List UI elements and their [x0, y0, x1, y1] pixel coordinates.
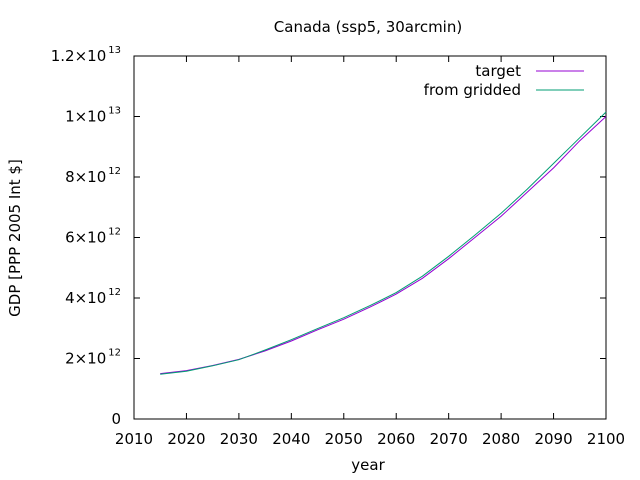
y-tick-mantissa: 1.2×10	[51, 47, 107, 65]
y-tick-mantissa: 2×10	[65, 350, 106, 368]
x-tick-label: 2090	[534, 430, 572, 448]
x-tick-label: 2100	[587, 430, 625, 448]
y-tick-label: 2×10 12	[65, 348, 121, 368]
y-tick-label: 6×10 12	[65, 227, 121, 247]
x-tick-label: 2020	[167, 430, 205, 448]
x-tick-label: 2060	[377, 430, 415, 448]
y-tick-exponent: 12	[108, 227, 121, 238]
series-line-target	[160, 116, 607, 375]
y-axis-label: GDP [PPP 2005 Int $]	[6, 159, 24, 317]
series-line-from-gridded	[160, 111, 607, 375]
y-tick-mantissa: 8×10	[65, 168, 106, 186]
legend-label: target	[475, 62, 521, 80]
y-tick-exponent: 13	[108, 106, 121, 117]
plot-frame	[133, 55, 607, 420]
x-tick-label: 2030	[220, 430, 258, 448]
plot-border	[133, 55, 607, 420]
y-tick-mantissa: 6×10	[65, 229, 106, 247]
y-tick-mantissa: 4×10	[65, 289, 106, 307]
legend-label: from gridded	[424, 81, 521, 99]
x-axis-label: year	[351, 456, 385, 474]
y-tick-exponent: 12	[108, 287, 121, 298]
x-tick-label: 2080	[482, 430, 520, 448]
y-tick-label: 0	[111, 410, 121, 428]
series-lines	[160, 111, 607, 375]
y-tick-exponent: 12	[108, 348, 121, 359]
chart-title: Canada (ssp5, 30arcmin)	[274, 18, 462, 36]
y-tick-label: 8×10 12	[65, 166, 121, 186]
y-tick-label: 4×10 12	[65, 287, 121, 307]
y-tick-label: 1.2×10 13	[51, 45, 121, 65]
x-tick-label: 2040	[272, 430, 310, 448]
y-tick-mantissa: 0	[111, 410, 121, 428]
y-tick-exponent: 12	[108, 166, 121, 177]
x-axis: 2010 2020 2030 2040 2050 2060 2070 2080 2090 2100	[115, 56, 625, 448]
y-axis: 02×10 124×10 126×10 128×10 121×10 131.2×10 13	[51, 45, 606, 428]
x-tick-label: 2010	[115, 430, 153, 448]
y-tick-mantissa: 1×10	[65, 108, 106, 126]
x-tick-label: 2050	[325, 430, 363, 448]
y-tick-label: 1×10 13	[65, 106, 121, 126]
y-tick-exponent: 13	[108, 45, 121, 56]
x-tick-label: 2070	[430, 430, 468, 448]
